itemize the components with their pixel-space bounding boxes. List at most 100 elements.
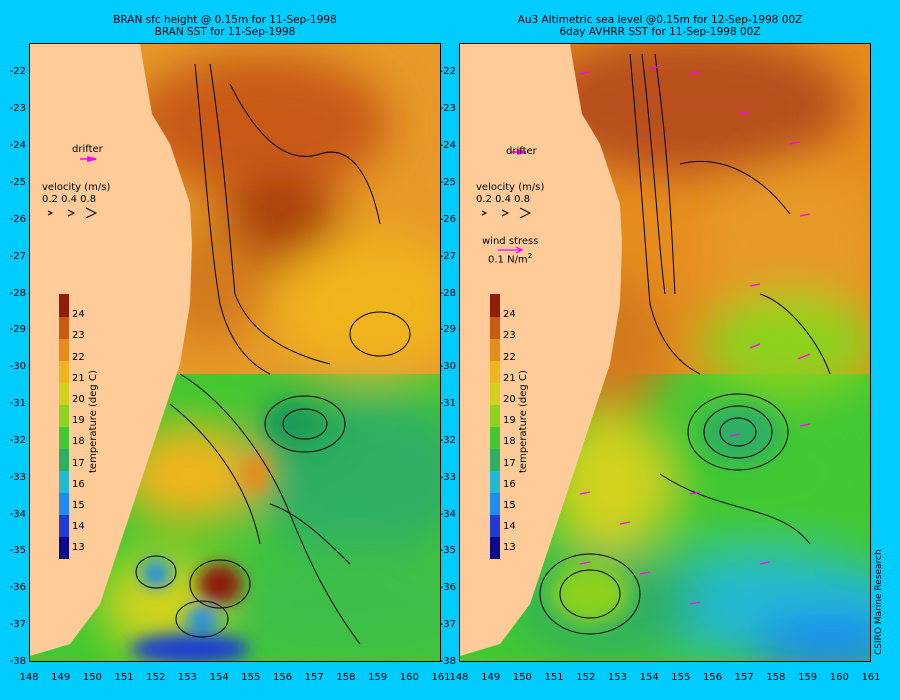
australia-landmass-right <box>460 44 622 656</box>
colorbar-tick-label: 17 <box>503 457 516 469</box>
y-tick-label: -29 <box>439 324 456 336</box>
y-tick-label: -27 <box>439 250 456 262</box>
x-tick-label: 156 <box>272 672 293 683</box>
wind-stress-label: wind stress <box>482 236 539 247</box>
right-title: Au3 Altimetric sea level @0.15m for 12-S… <box>500 14 820 38</box>
y-tick-label: -32 <box>439 434 456 446</box>
y-tick-label: -24 <box>9 140 26 152</box>
y-tick-label: -35 <box>439 545 456 557</box>
right-map-panel: drifter velocity (m/s) 0.2 0.4 0.8 wind … <box>459 43 871 662</box>
wind-stress-arrows <box>579 66 811 605</box>
y-tick-label: -33 <box>439 471 456 483</box>
colorbar-segment <box>490 294 500 317</box>
x-tick-label: 151 <box>544 672 564 683</box>
colorbar-segment <box>59 448 69 472</box>
y-tick-label: -23 <box>9 103 26 115</box>
y-tick-label: -26 <box>439 213 456 225</box>
x-tick-label: 161 <box>861 672 881 683</box>
y-tick-label: -30 <box>9 361 26 373</box>
y-tick-label: -34 <box>9 508 26 520</box>
y-tick-label: -35 <box>9 545 26 557</box>
left-title-line1: BRAN sfc height @ 0.15m for 11-Sep-1998 <box>113 14 337 26</box>
y-tick-label: -28 <box>439 287 456 299</box>
x-tick-label: 155 <box>241 672 261 683</box>
colorbar-tick-label: 24 <box>503 309 516 321</box>
y-tick-label: -23 <box>439 103 456 115</box>
colorbar-tick-label: 22 <box>72 351 85 363</box>
colorbar-segment <box>490 536 500 560</box>
colorbar-segment <box>59 294 69 317</box>
colorbar-tick-label: 21 <box>72 372 85 384</box>
colorbar-segment <box>490 382 500 405</box>
right-title-line2: 6day AVHRR SST for 11-Sep-1998 00Z <box>559 26 761 38</box>
colorbar-tick-label: 15 <box>503 500 516 511</box>
y-tick-label: -36 <box>9 582 26 594</box>
left-title: BRAN sfc height @ 0.15m for 11-Sep-1998 … <box>80 14 370 38</box>
x-tick-label: 148 <box>19 672 39 683</box>
left-map-panel: drifter velocity (m/s) 0.2 0.4 0.8 <box>29 43 441 662</box>
x-tick-label: 157 <box>734 672 754 683</box>
x-tick-label: 158 <box>766 672 786 683</box>
wind-stress-value: 0.1 N/m2 <box>488 252 532 265</box>
colorbar-tick-label: 18 <box>72 436 85 448</box>
x-tick-label: 149 <box>51 672 71 683</box>
colorbar-tick-label: 16 <box>72 478 85 490</box>
left-velocity-label: velocity (m/s) <box>42 182 111 193</box>
sea-level-contours <box>135 63 411 645</box>
x-tick-label: 159 <box>368 672 388 683</box>
drifter-arrow-icon <box>80 156 97 162</box>
x-tick-label: 155 <box>671 672 691 683</box>
colorbar-segment <box>59 492 69 516</box>
right-title-line1: Au3 Altimetric sea level @0.15m for 12-S… <box>517 14 803 26</box>
right-sst-map <box>460 44 870 661</box>
right-colorbar <box>490 294 500 560</box>
altimetric-contours <box>539 53 831 635</box>
y-tick-label: -37 <box>439 619 456 631</box>
colorbar-tick-label: 15 <box>72 500 85 511</box>
colorbar-tick-label: 22 <box>503 351 516 363</box>
colorbar-segment <box>490 470 500 494</box>
x-tick-label: 158 <box>336 672 356 683</box>
x-tick-label: 157 <box>304 672 324 683</box>
colorbar-segment <box>59 514 69 538</box>
y-tick-label: -38 <box>9 656 26 667</box>
wind-stress-value-text: 0.1 N/m <box>488 254 528 266</box>
left-velocity-values: 0.2 0.4 0.8 <box>42 194 97 205</box>
y-tick-label: -38 <box>439 656 456 667</box>
colorbar-tick-label: 14 <box>72 521 85 533</box>
left-colorbar <box>59 294 69 560</box>
wind-stress-exponent: 2 <box>527 252 533 260</box>
colorbar-tick-label: 20 <box>503 394 516 405</box>
colorbar-segment <box>59 536 69 560</box>
wind-stress-arrow-icon <box>498 247 524 253</box>
left-velocity-scale-icon <box>47 207 98 218</box>
colorbar-segment <box>59 382 69 405</box>
colorbar-segment <box>490 426 500 450</box>
y-tick-label: -36 <box>439 582 456 594</box>
colorbar-tick-label: 18 <box>503 436 516 448</box>
colorbar-segment <box>490 360 500 383</box>
left-colorbar-title: temperature (deg C) <box>88 370 99 473</box>
y-tick-label: -24 <box>439 140 456 152</box>
right-velocity-scale-icon <box>481 207 532 218</box>
colorbar-segment <box>490 316 500 339</box>
colorbar-segment <box>59 404 69 427</box>
colorbar-segment <box>490 338 500 361</box>
left-sst-map <box>30 44 440 661</box>
x-tick-label: 152 <box>146 672 166 683</box>
y-tick-label: -33 <box>9 471 26 483</box>
x-tick-label: 154 <box>209 672 229 683</box>
y-tick-label: -25 <box>439 177 456 188</box>
colorbar-segment <box>490 448 500 472</box>
x-tick-label: 160 <box>399 672 419 683</box>
x-tick-label: 159 <box>798 672 818 683</box>
x-tick-label: 153 <box>607 672 627 683</box>
colorbar-tick-label: 20 <box>72 394 85 405</box>
australia-landmass <box>30 44 192 656</box>
y-tick-label: -37 <box>9 619 26 631</box>
y-tick-label: -30 <box>439 361 456 373</box>
right-velocity-label: velocity (m/s) <box>476 182 545 193</box>
y-tick-label: -31 <box>9 398 26 410</box>
colorbar-tick-label: 13 <box>503 542 516 554</box>
y-tick-label: -25 <box>9 177 26 188</box>
